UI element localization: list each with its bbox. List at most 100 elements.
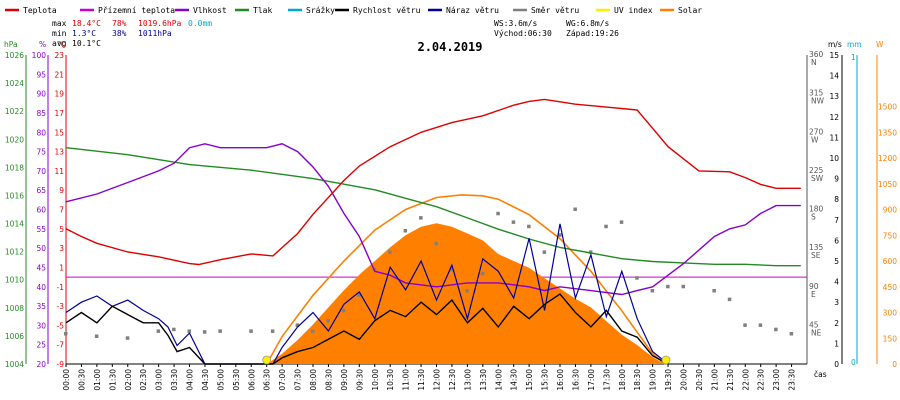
legend-item: Náraz větru	[446, 6, 499, 15]
time-tick-label: 05:30	[232, 369, 241, 391]
time-tick-label: 21:30	[726, 369, 735, 391]
wind-dir-point	[270, 329, 275, 333]
ms-tick-label: 14	[829, 72, 839, 81]
time-tick-label: 23:30	[788, 369, 797, 391]
stat-max-temp: 18.4°C	[72, 19, 101, 28]
mm-tick-label: 1	[851, 53, 856, 62]
stat-max-hum: 78%	[112, 19, 127, 28]
unit-pct: %	[39, 40, 46, 49]
time-tick-label: 05:00	[216, 369, 225, 391]
legend: Teplota Přízemní teplota Vlhkost Tlak Srážky…	[5, 6, 702, 15]
wind-dir-point	[542, 250, 547, 254]
time-tick-label: 01:00	[93, 369, 102, 391]
wind-dir-point	[311, 329, 315, 333]
time-tick-label: 18:30	[633, 369, 642, 391]
legend-item: UV index	[614, 6, 653, 15]
time-tick-label: 00:30	[77, 369, 86, 391]
wind-dir-point	[249, 329, 253, 333]
time-tick-label: 22:00	[741, 369, 750, 391]
pct-tick-label: 75	[36, 148, 46, 157]
wind-dir-point	[187, 329, 191, 333]
pct-tick-label: 90	[36, 90, 46, 99]
wind-dir-point	[727, 297, 732, 302]
legend-item: Teplota	[23, 6, 57, 15]
time-tick-label: 10:00	[371, 369, 380, 391]
temp-tick-label: 7	[59, 206, 64, 215]
wind-dir-point	[94, 334, 99, 338]
stat-wg: WG:6.8m/s	[566, 19, 610, 28]
time-tick-label: 09:00	[340, 369, 349, 391]
time-tick-label: 17:00	[587, 369, 596, 391]
wind-dir-point	[558, 233, 562, 237]
temp-tick-label: -5	[57, 321, 65, 330]
unit-w: W	[876, 40, 884, 49]
ms-tick-label: 3	[834, 298, 839, 307]
temp-tick-label: 9	[59, 186, 64, 195]
time-tick-label: 17:30	[602, 369, 611, 391]
time-tick-label: 04:30	[201, 369, 210, 391]
pct-tick-label: 35	[36, 302, 46, 311]
wind-dir-point	[202, 330, 207, 334]
temp-tick-label: -3	[57, 302, 65, 311]
stat-min-label: min	[52, 29, 67, 38]
sunrise-marker	[262, 355, 272, 365]
wind-dir-point	[496, 211, 500, 216]
time-tick-label: 15:30	[541, 369, 550, 391]
temp-tick-label: 17	[54, 109, 64, 118]
dir-tick-label: 225	[809, 166, 824, 175]
hpa-tick-label: 1016	[5, 191, 24, 200]
wind-dir-point	[341, 308, 346, 313]
pct-tick-label: 25	[36, 341, 46, 350]
pct-tick-label: 65	[36, 186, 46, 195]
time-tick-label: 02:30	[139, 369, 148, 391]
wind-dir-point	[449, 267, 454, 272]
wind-dir-point	[527, 224, 531, 229]
wind-dir-point	[635, 276, 639, 280]
ms-tick-label: 10	[829, 154, 839, 163]
wind-dir-point	[388, 250, 392, 254]
time-tick-label: 06:30	[263, 369, 272, 391]
wind-speed-line	[65, 293, 669, 365]
sunset-marker	[661, 355, 671, 365]
time-tick-label: 08:30	[324, 369, 333, 391]
dir-tick-label: 315	[809, 89, 824, 98]
time-tick-label: 13:30	[479, 369, 488, 391]
stat-avg-label: avg	[52, 39, 67, 48]
pressure-line	[65, 147, 801, 267]
ms-tick-label: 1	[834, 339, 839, 348]
unit-ms: m/s	[828, 40, 842, 49]
hpa-tick-label: 1026	[5, 51, 24, 60]
wind-dir-point	[743, 323, 747, 327]
pct-tick-label: 45	[36, 263, 46, 272]
dir-tick-label: 90	[809, 282, 819, 291]
dir-compass-label: E	[811, 290, 816, 299]
wind-dir-point	[64, 332, 68, 336]
hpa-tick-label: 1014	[5, 220, 24, 229]
pct-tick-label: 60	[36, 206, 46, 215]
time-tick-label: 14:30	[510, 369, 519, 391]
solar-tick-label: 750	[883, 231, 898, 240]
time-tick-label: 02:00	[124, 369, 133, 391]
stat-ws: WS:3.6m/s	[494, 19, 538, 28]
wind-dir-point	[666, 284, 670, 289]
legend-item: Přízemní teplota	[98, 6, 175, 15]
dir-compass-label: S	[811, 213, 816, 222]
wind-dir-point	[218, 329, 222, 333]
ms-tick-label: 5	[834, 257, 839, 266]
wind-dir-point	[573, 207, 577, 211]
time-tick-label: 09:30	[355, 369, 364, 391]
solar-tick-label: 1500	[878, 103, 897, 112]
time-tick-label: 00:00	[62, 369, 71, 391]
temp-tick-label: 11	[54, 167, 64, 176]
ms-tick-label: 15	[829, 51, 839, 60]
unit-time: čas	[814, 370, 827, 379]
temp-tick-label: -9	[57, 360, 65, 369]
stat-sunset: Západ:19:26	[566, 29, 619, 38]
ms-tick-label: 2	[834, 319, 839, 328]
wind-dir-point	[480, 271, 485, 276]
hpa-tick-label: 1008	[5, 304, 24, 313]
dir-compass-label: SW	[811, 174, 824, 183]
time-tick-label: 10:30	[386, 369, 395, 391]
time-tick-label: 12:30	[448, 369, 457, 391]
legend-item: Tlak	[253, 6, 272, 15]
